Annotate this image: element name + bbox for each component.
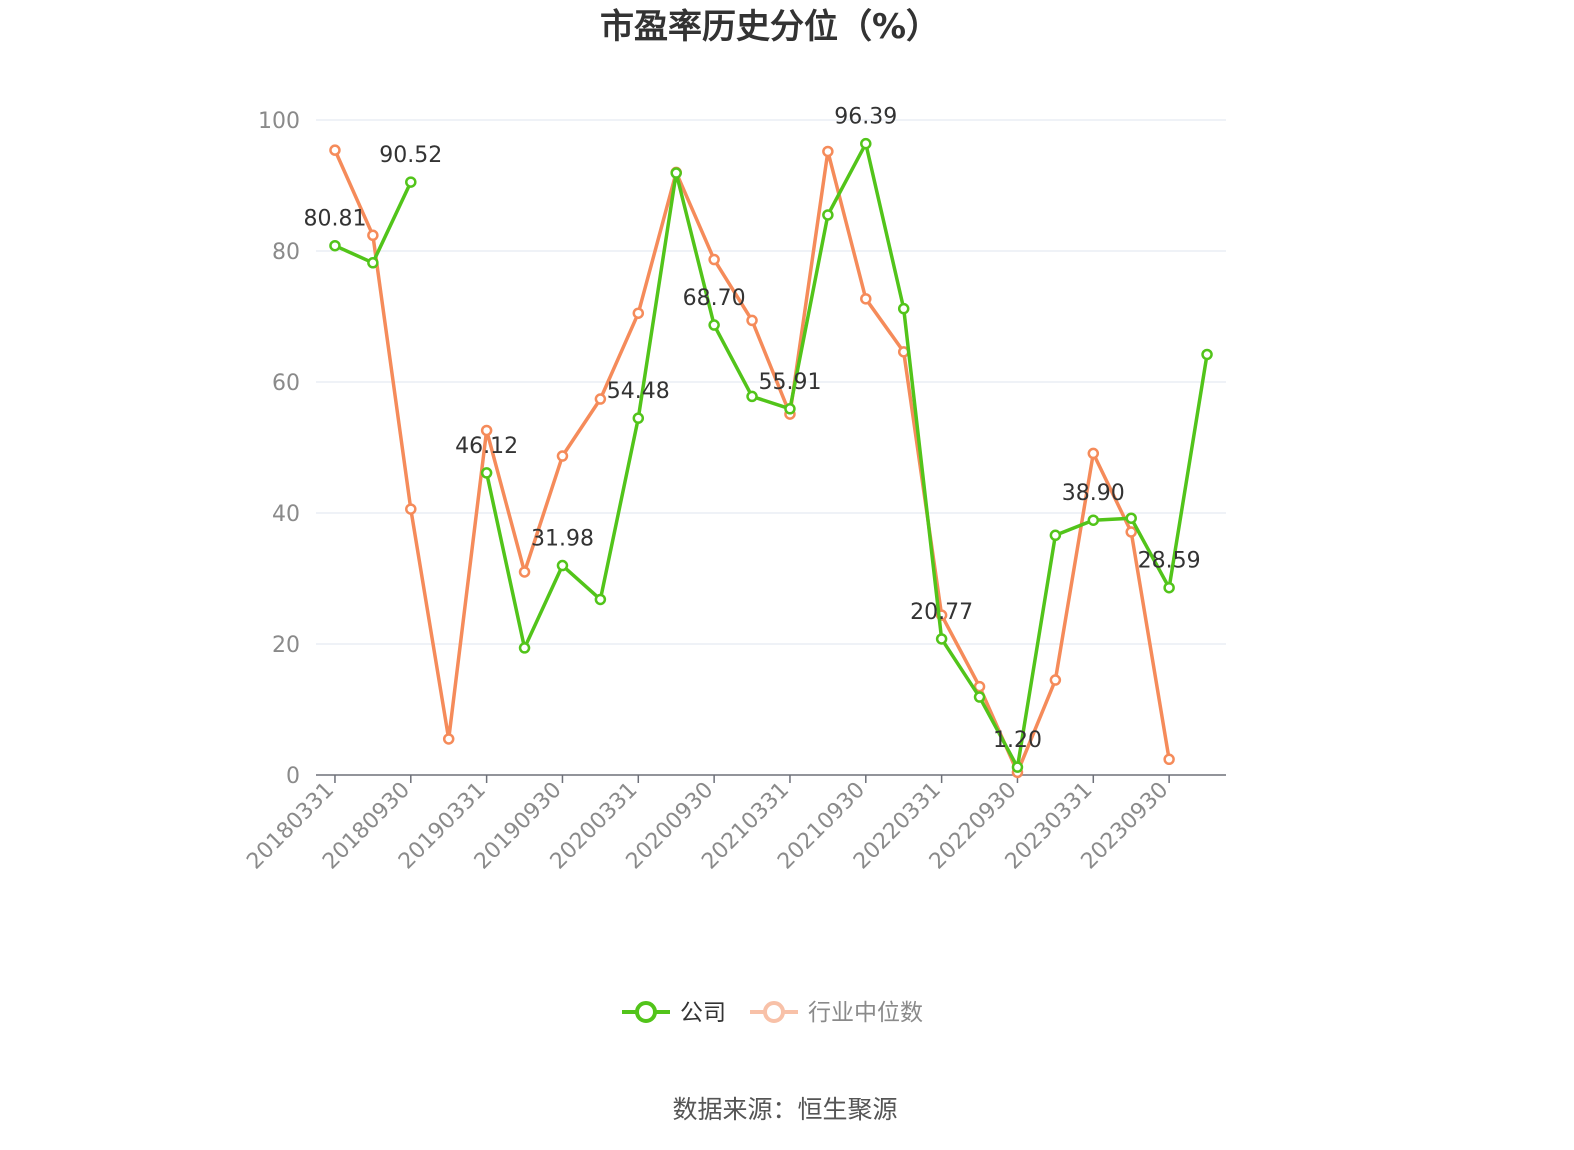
y-tick-label-40: 40 — [272, 502, 300, 527]
series-1-point-20191231 — [594, 393, 607, 405]
series-1-point-20220630 — [973, 680, 986, 693]
series-0-point-20191231 — [594, 593, 607, 606]
series-0-point-20231231 — [1201, 348, 1213, 361]
series-0-point-20210630 — [822, 209, 834, 221]
series-0-line-1 — [484, 141, 1209, 769]
series-0-point-20190930 — [556, 559, 569, 572]
data-label-20210331: 55.91 — [758, 370, 821, 395]
series-0-point-20221231 — [1049, 529, 1062, 542]
series-0-point-20180331 — [329, 239, 341, 252]
y-axis: 0 20 40 60 80 100 — [258, 109, 300, 789]
series-1-point-20221231 — [1049, 674, 1062, 686]
source-text: 数据来源：恒生聚源 — [672, 1095, 897, 1124]
series-0-point-20190331 — [480, 467, 493, 479]
series-1-point-20190930 — [556, 450, 569, 462]
chart-title: 市盈率历史分位（%） — [600, 7, 940, 47]
data-label-20190331: 46.12 — [455, 434, 518, 459]
series-0-point-20200331 — [632, 412, 645, 424]
y-tick-label-80: 80 — [272, 240, 300, 265]
legend-item-company[interactable]: 公司 — [622, 1000, 726, 1026]
series-1-point-20200930 — [708, 253, 720, 266]
series-1-line-0 — [333, 149, 1171, 775]
grid-lines — [316, 119, 1226, 645]
data-labels: 80.81 90.52 46.12 31.98 54.48 68.70 55.91 96.39… — [303, 105, 1200, 753]
legend-industry-marker — [763, 1001, 785, 1023]
series-0-point-20230630 — [1125, 512, 1137, 524]
series-0-point-20230331 — [1087, 514, 1100, 526]
series-0-point-20210331 — [784, 403, 796, 415]
series-0-point-20230930 — [1163, 581, 1175, 594]
series-0-point-20220331 — [935, 633, 948, 645]
data-label-20230331: 38.90 — [1062, 481, 1125, 506]
series-1-point-20190331 — [480, 424, 493, 437]
series-1 — [329, 144, 1175, 779]
series-1-point-20230930 — [1163, 753, 1175, 766]
data-label-20230930: 28.59 — [1138, 549, 1201, 574]
series-1-point-20180630 — [367, 229, 379, 242]
series-1-point-20210630 — [822, 145, 834, 158]
legend-item-industry[interactable]: 行业中位数 — [750, 1000, 923, 1026]
series-0-point-20201231 — [746, 390, 758, 403]
series-1-point-20181231 — [442, 733, 455, 745]
data-label-20180331: 80.81 — [303, 207, 366, 232]
series-1-point-20180930 — [405, 503, 417, 515]
x-axis: 2018033120180930201903312019093020200331… — [242, 774, 1226, 874]
data-label-20180930: 90.52 — [379, 143, 442, 168]
data-label-20190930: 31.98 — [531, 527, 594, 552]
y-tick-label-0: 0 — [286, 764, 300, 789]
series-1-point-20190630 — [518, 566, 531, 578]
series-1-point-20230331 — [1087, 447, 1100, 460]
data-label-20220331: 20.77 — [910, 600, 973, 625]
legend: 公司 行业中位数 — [622, 1000, 923, 1026]
series-0-point-20190630 — [518, 642, 531, 654]
series-0-point-20200630 — [670, 167, 682, 179]
series-0-point-20180930 — [405, 176, 417, 188]
series-1-point-20210930 — [860, 293, 872, 305]
data-label-20200930: 68.70 — [683, 286, 746, 311]
y-tick-label-60: 60 — [272, 371, 300, 396]
series-0-point-20220930 — [1011, 761, 1024, 773]
series-1-point-20200331 — [632, 307, 645, 319]
y-tick-label-100: 100 — [258, 109, 300, 134]
data-label-20210930: 96.39 — [834, 105, 897, 130]
series-0-point-20220630 — [973, 691, 986, 703]
y-tick-label-20: 20 — [272, 633, 300, 658]
series-1-point-20180331 — [329, 144, 341, 156]
series-1-point-20201231 — [746, 314, 758, 327]
legend-industry-label: 行业中位数 — [808, 1000, 923, 1026]
series-1-point-20230630 — [1125, 526, 1137, 538]
series-0-point-20180630 — [367, 257, 379, 269]
series-0-point-20210930 — [860, 137, 872, 150]
data-label-20200331: 54.48 — [607, 379, 670, 404]
series-0-point-20200930 — [708, 319, 720, 331]
legend-company-label: 公司 — [680, 1000, 726, 1026]
data-label-20220930: 1.20 — [993, 728, 1042, 753]
series-0-point-20211231 — [897, 302, 910, 315]
series-layer — [329, 137, 1213, 779]
series-0 — [329, 137, 1213, 773]
legend-company-marker — [635, 1001, 657, 1023]
